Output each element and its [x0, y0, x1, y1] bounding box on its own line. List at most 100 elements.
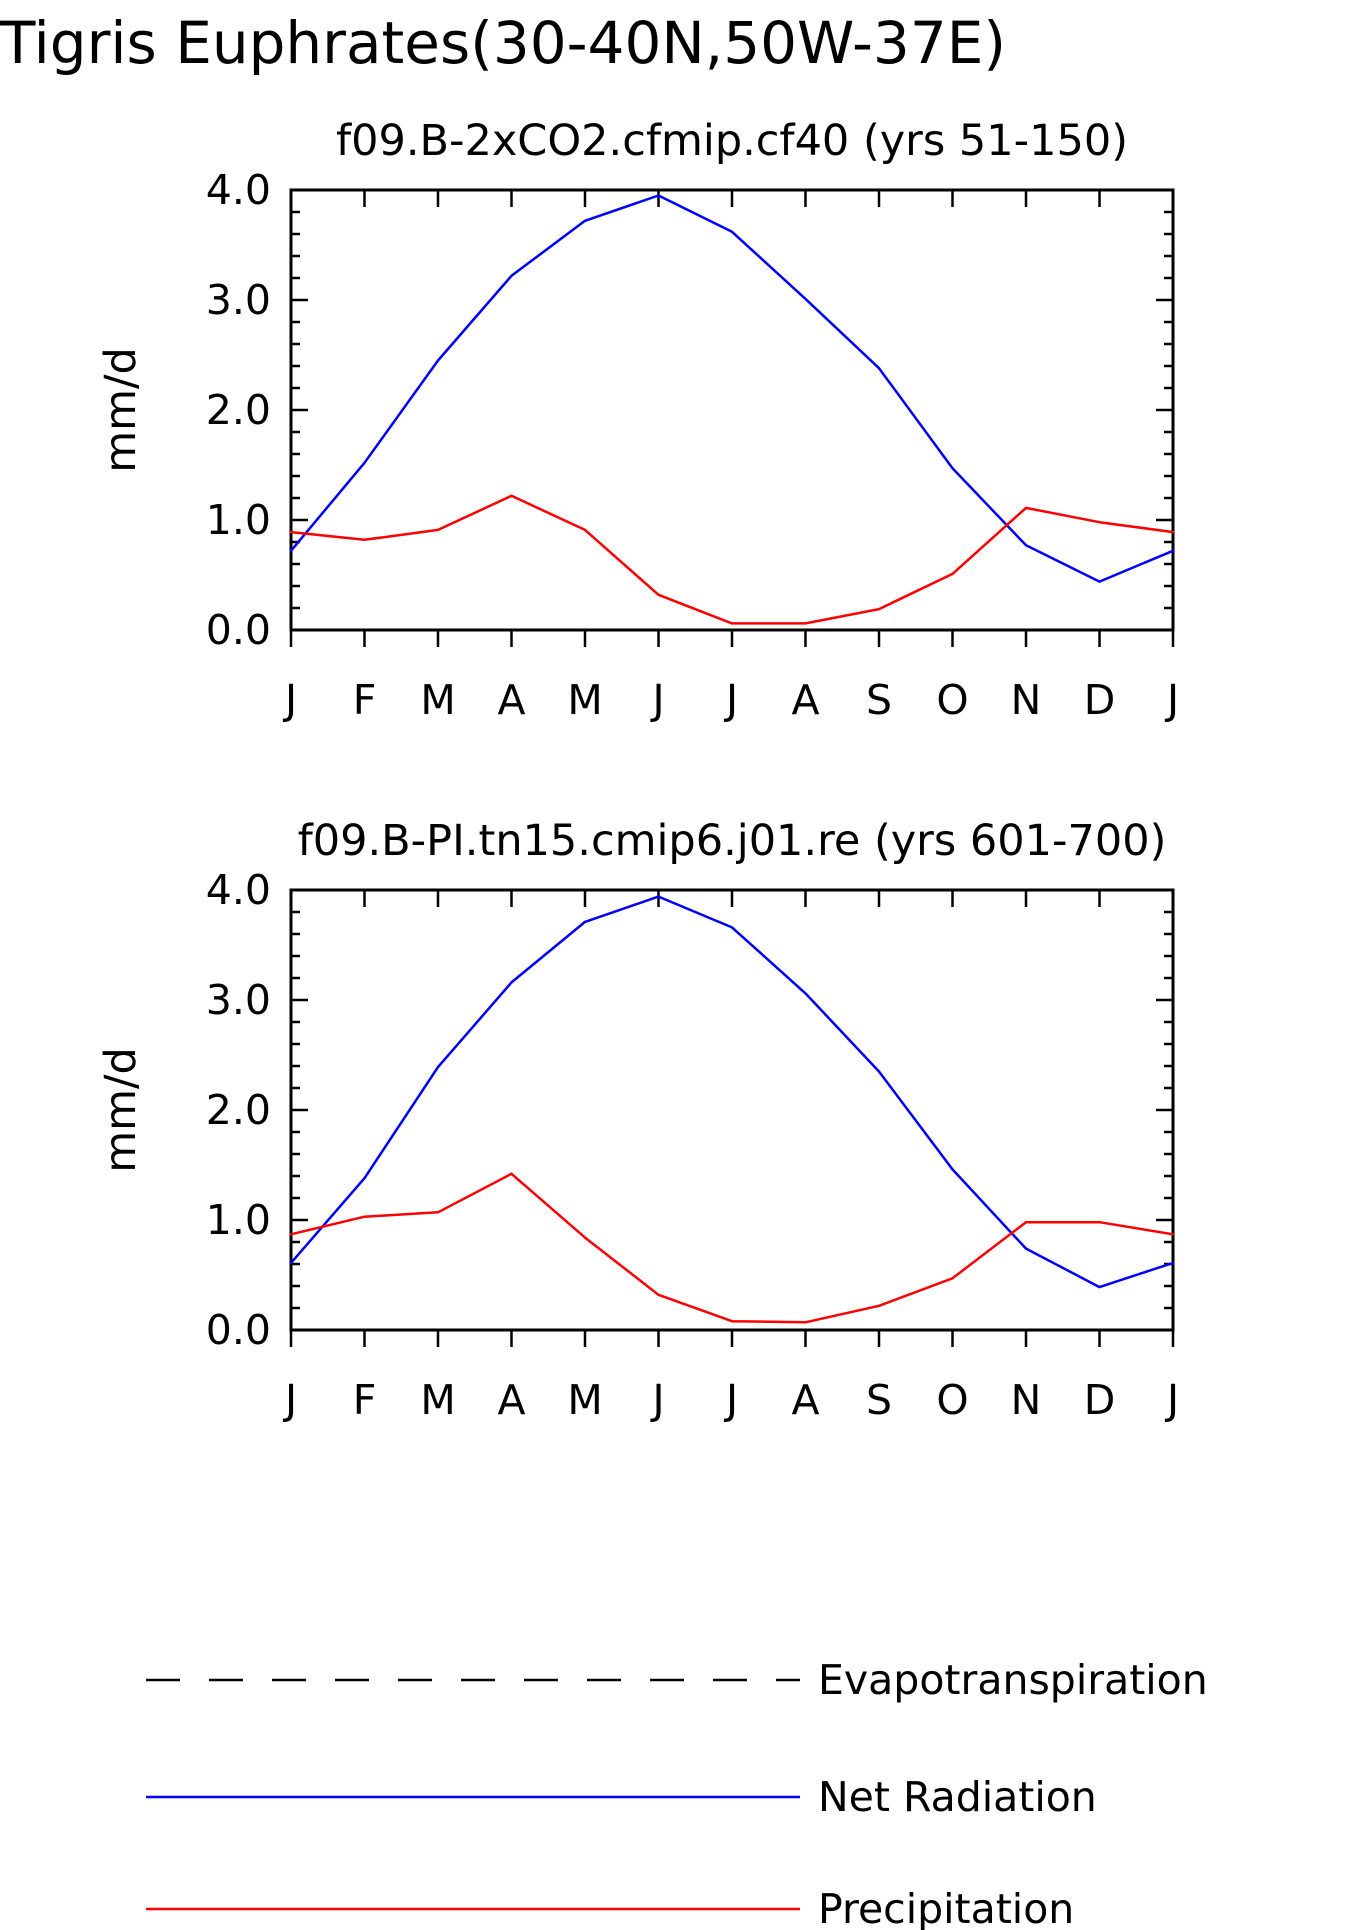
y-tick-label: 2.0 [206, 1086, 271, 1134]
data-point [583, 219, 587, 222]
data-point [730, 1320, 734, 1323]
series-line-net-radiation [290, 194, 1174, 583]
data-point [289, 530, 293, 534]
data-point [363, 1177, 366, 1180]
data-point [1098, 1285, 1101, 1289]
data-point [951, 1277, 954, 1280]
data-point [877, 607, 881, 611]
data-point [804, 992, 807, 995]
data-point [1171, 1261, 1175, 1265]
plot-frame [289, 188, 1175, 632]
x-tick-label: J [282, 1376, 297, 1424]
x-tick-label: M [567, 1376, 602, 1424]
data-point [804, 297, 807, 301]
x-tick-label: D [1084, 1376, 1116, 1424]
y-tick-label: 0.0 [206, 1306, 271, 1354]
x-tick-label: M [567, 676, 602, 724]
series-line-net-radiation [290, 895, 1174, 1289]
y-tick-label: 1.0 [206, 496, 271, 544]
data-point [583, 1236, 587, 1239]
data-point [436, 1211, 440, 1214]
data-point [804, 1321, 807, 1324]
figure-title: Tigris Euphrates(30-40N,50W-37E) [0, 9, 1006, 77]
y-axis-label: mm/d [96, 347, 146, 473]
data-point [804, 622, 807, 625]
x-tick-label: A [497, 1376, 525, 1424]
data-point [1024, 544, 1028, 547]
data-point [289, 549, 293, 552]
data-point [363, 461, 366, 464]
data-point [436, 1065, 440, 1069]
x-tick-label: A [791, 1376, 819, 1424]
panel-title: f09.B-PI.tn15.cmip6.j01.re (yrs 601-700) [298, 816, 1167, 866]
plot-frame [289, 888, 1175, 1332]
y-tick-label: 2.0 [206, 386, 271, 434]
data-point [510, 494, 513, 497]
data-point [1024, 1247, 1028, 1250]
x-tick-label: J [282, 676, 297, 724]
x-tick-label: O [936, 676, 968, 724]
data-point [1024, 1221, 1028, 1224]
y-tick-label: 4.0 [206, 166, 271, 214]
data-point [657, 1293, 660, 1297]
data-point [289, 1233, 293, 1236]
data-point [436, 528, 440, 532]
y-tick-label: 3.0 [206, 276, 271, 324]
data-point [657, 895, 660, 898]
x-tick-label: F [353, 1376, 377, 1424]
x-tick-label: J [649, 1376, 664, 1424]
data-point [436, 359, 440, 362]
x-tick-label: D [1084, 676, 1116, 724]
x-tick-label: S [866, 676, 892, 724]
data-point [363, 538, 366, 541]
legend-label: Net Radiation [818, 1773, 1097, 1821]
series-line-precipitation [290, 1172, 1174, 1324]
x-tick-label: J [1164, 1376, 1179, 1424]
x-tick-label: F [353, 676, 377, 724]
data-point [363, 1215, 366, 1218]
data-point [951, 1168, 954, 1171]
x-tick-label: M [420, 676, 455, 724]
y-tick-label: 3.0 [206, 976, 271, 1024]
panel-title: f09.B-2xCO2.cfmip.cf40 (yrs 51-150) [336, 116, 1128, 166]
data-point [1171, 549, 1175, 552]
data-point [730, 230, 734, 233]
x-tick-label: A [791, 676, 819, 724]
data-point [289, 1261, 293, 1265]
data-point [951, 467, 954, 470]
x-tick-label: O [936, 1376, 968, 1424]
x-tick-label: N [1011, 1376, 1042, 1424]
chart-panel-bottom: f09.B-PI.tn15.cmip6.j01.re (yrs 601-700)… [96, 816, 1179, 1424]
data-point [1171, 530, 1175, 534]
data-point [1098, 580, 1101, 583]
data-point [877, 367, 881, 370]
data-point [1098, 521, 1101, 524]
x-tick-label: A [497, 676, 525, 724]
x-tick-label: N [1011, 676, 1042, 724]
data-point [877, 1304, 881, 1308]
data-point [657, 194, 660, 197]
data-point [730, 622, 734, 625]
y-tick-label: 1.0 [206, 1196, 271, 1244]
data-point [510, 274, 513, 277]
data-point [583, 528, 587, 532]
y-tick-label: 4.0 [206, 866, 271, 914]
x-tick-label: J [723, 676, 738, 724]
x-tick-label: M [420, 1376, 455, 1424]
data-point [1024, 506, 1028, 510]
x-tick-label: J [723, 1376, 738, 1424]
x-tick-label: J [1164, 676, 1179, 724]
x-tick-label: J [649, 676, 664, 724]
data-point [510, 981, 513, 984]
data-point [657, 593, 660, 596]
chart-panel-top: f09.B-2xCO2.cfmip.cf40 (yrs 51-150) 0.0 1.… [96, 116, 1179, 724]
legend-label: Precipitation [818, 1885, 1074, 1930]
data-point [1098, 1221, 1101, 1224]
data-point [951, 572, 954, 576]
data-point [583, 920, 587, 924]
data-point [877, 1070, 881, 1073]
series-line-precipitation [290, 494, 1174, 625]
data-point [730, 926, 734, 929]
y-axis-label: mm/d [96, 1047, 146, 1173]
